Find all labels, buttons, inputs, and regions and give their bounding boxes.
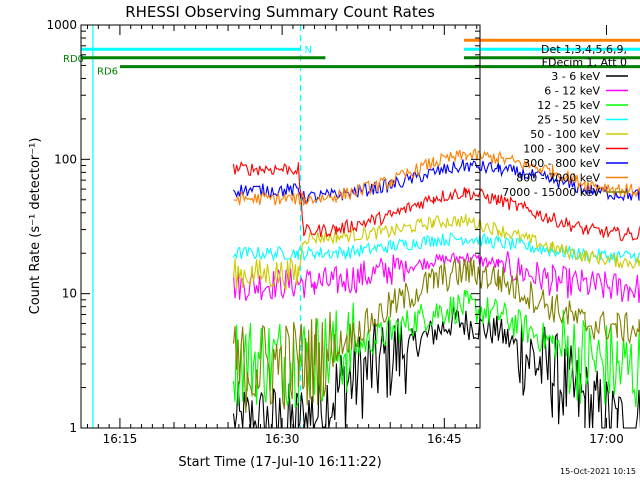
- status-label-rd0: RD0: [63, 54, 84, 65]
- x-axis-label: Start Time (17-Jul-10 16:11:22): [178, 455, 381, 470]
- legend-label-3: 25 - 50 keV: [537, 114, 600, 127]
- timestamp: 15-Oct-2021 10:15: [560, 467, 636, 476]
- y-tick-label: 1: [69, 421, 77, 435]
- legend-label-1: 6 - 12 keV: [544, 85, 600, 98]
- x-tick-label: 16:45: [427, 432, 462, 446]
- series-line-0: [232, 306, 640, 430]
- legend-label-6: 300 - 800 keV: [523, 157, 600, 170]
- y-tick-label: 10: [62, 287, 77, 301]
- legend-label-7: 800 - 7000 keV: [516, 172, 600, 185]
- plot-frame: [80, 24, 481, 429]
- status-label-n: N: [305, 45, 312, 56]
- legend-label-2: 12 - 25 keV: [537, 99, 600, 112]
- series-line-7: [233, 147, 640, 206]
- status-bars: NSRD0RD6: [63, 38, 640, 78]
- series-line-6: [233, 159, 640, 204]
- series-lines: [232, 147, 640, 430]
- y-axis-label: Count Rate (s⁻¹ detector⁻¹): [28, 138, 43, 315]
- legend-label-5: 100 - 300 keV: [523, 143, 600, 156]
- x-tick-label: 17:00: [589, 432, 624, 446]
- series-line-3: [232, 232, 640, 264]
- series-line-8: [232, 257, 640, 413]
- legend-label-8: 7000 - 15000 keV: [502, 186, 600, 199]
- series-line-1: [232, 251, 640, 304]
- series-line-5: [232, 160, 640, 242]
- x-tick-label: 16:15: [103, 432, 138, 446]
- status-label-rd6: RD6: [97, 67, 118, 78]
- chart-title: RHESSI Observing Summary Count Rates: [125, 3, 435, 21]
- x-tick-label: 16:30: [265, 432, 300, 446]
- series-line-4: [232, 214, 640, 291]
- legend-label-4: 50 - 100 keV: [530, 128, 600, 141]
- y-tick-label: 1000: [46, 18, 77, 32]
- y-tick-label: 100: [54, 152, 77, 166]
- legend-label-0: 3 - 6 keV: [551, 70, 600, 83]
- legend-header-line-2: FDecim 1, Att 0: [542, 56, 627, 69]
- legend: Det 1,3,4,5,6,9,FDecim 1, Att 03 - 6 keV…: [502, 43, 628, 199]
- legend-header-line-1: Det 1,3,4,5,6,9,: [541, 43, 627, 56]
- series-line-2: [232, 289, 640, 409]
- axes: 110100100016:1516:3016:4517:0017:1517:30…: [46, 18, 624, 446]
